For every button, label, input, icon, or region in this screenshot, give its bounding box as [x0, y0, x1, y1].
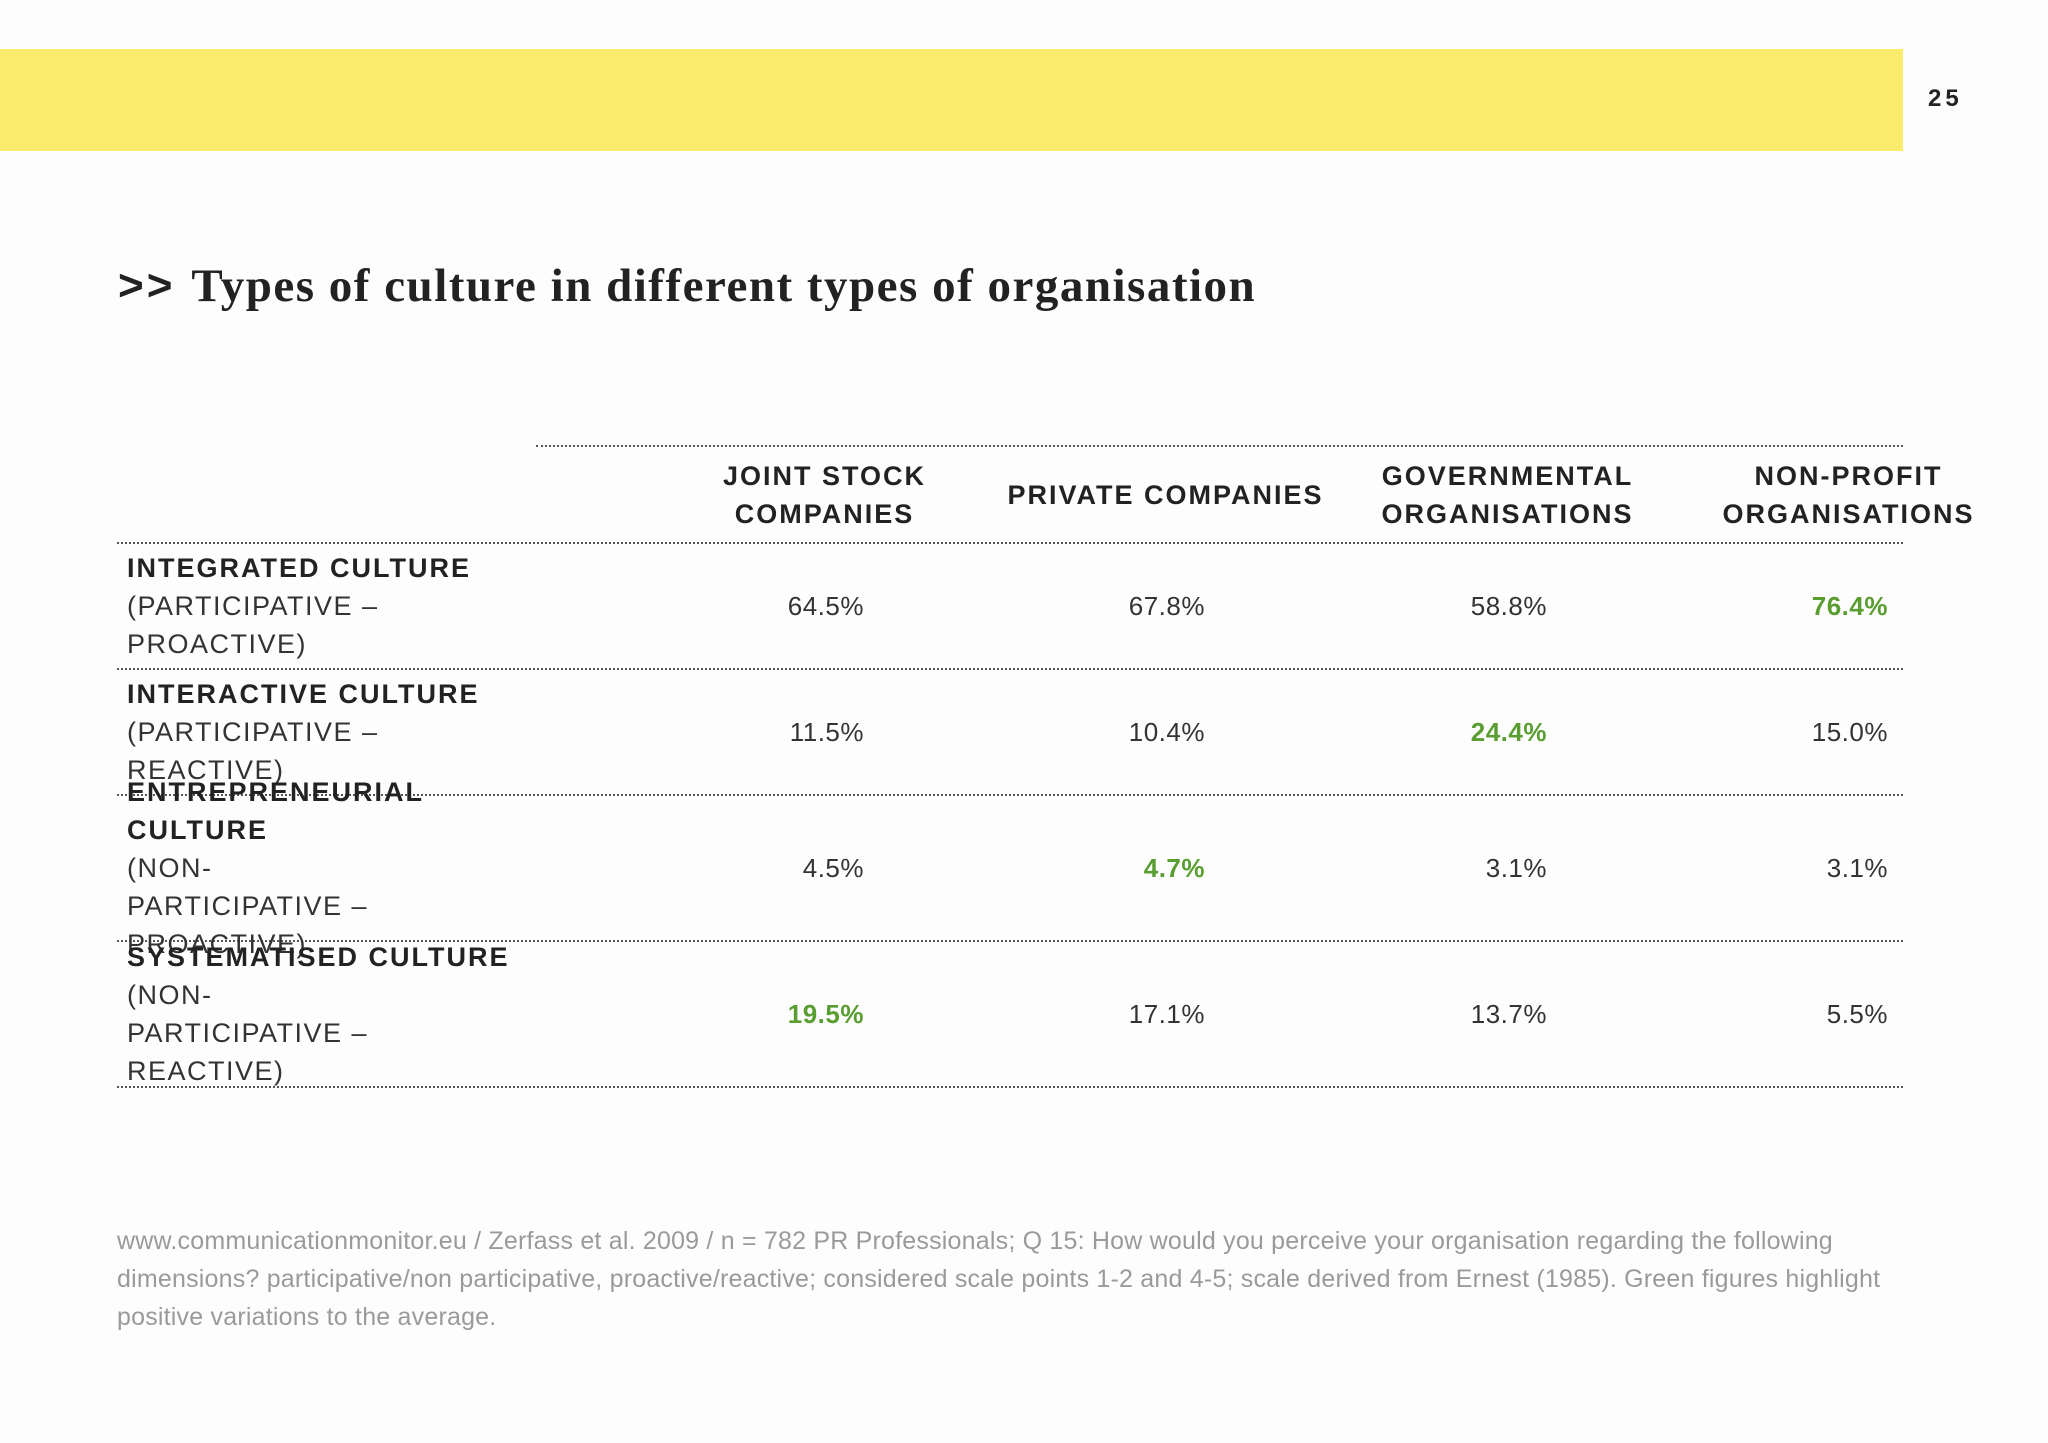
- source-footnote: www.communicationmonitor.eu / Zerfass et…: [117, 1227, 1881, 1331]
- title-marker: >>: [118, 261, 176, 310]
- column-header-line: COMPANIES: [734, 498, 915, 529]
- row-label: ENTREPRENEURIAL CULTURE (NON-PARTICIPATIV…: [127, 777, 527, 959]
- table-row: ENTREPRENEURIAL CULTURE (NON-PARTICIPATIV…: [117, 777, 1903, 959]
- table-cell: 4.7%: [1143, 852, 1205, 883]
- column-header-governmental: GOVERNMENTAL ORGANISATIONS: [1279, 447, 1736, 542]
- table-cell: 17.1%: [1128, 998, 1205, 1029]
- table-cell: 15.0%: [1811, 716, 1888, 747]
- column-header-line: ORGANISATIONS: [1381, 498, 1634, 529]
- row-label: INTERACTIVE CULTURE (PARTICIPATIVE – REAC…: [127, 670, 527, 794]
- table-cell: 19.5%: [787, 998, 864, 1029]
- column-header-line: ORGANISATIONS: [1722, 498, 1975, 529]
- table-cell: 67.8%: [1128, 590, 1205, 621]
- table-cell: 64.5%: [787, 590, 864, 621]
- table-cell: 10.4%: [1128, 716, 1205, 747]
- table-cell: 11.5%: [789, 716, 864, 747]
- table-cell: 58.8%: [1470, 590, 1547, 621]
- column-header-line: GOVERNMENTAL: [1381, 460, 1634, 491]
- table-cell: 76.4%: [1811, 590, 1888, 621]
- row-label-subtitle: (NON-PARTICIPATIVE – REACTIVE): [127, 980, 369, 1086]
- row-label-subtitle: (NON-PARTICIPATIVE – PROACTIVE): [127, 853, 369, 959]
- table-cell: 5.5%: [1826, 998, 1888, 1029]
- table-header-row: JOINT STOCK COMPANIES PRIVATE COMPANIES …: [117, 447, 1972, 544]
- table-cell: 3.1%: [1485, 852, 1547, 883]
- table-top-rule: [536, 445, 1903, 447]
- table-cell: 13.7%: [1470, 998, 1547, 1029]
- page-title: >> Types of culture in different types o…: [118, 256, 1256, 316]
- table-row: INTEGRATED CULTURE (PARTICIPATIVE – PROAC…: [117, 544, 1903, 670]
- row-label-subtitle: (PARTICIPATIVE – PROACTIVE): [127, 591, 379, 659]
- column-header-private: PRIVATE COMPANIES: [937, 447, 1394, 542]
- row-label-title: INTERACTIVE CULTURE: [127, 679, 480, 709]
- row-label-title: INTEGRATED CULTURE: [127, 553, 471, 583]
- column-header-joint-stock: JOINT STOCK COMPANIES: [596, 447, 1053, 542]
- header-accent-band: [0, 49, 1903, 151]
- page-number: 25: [1928, 85, 1963, 112]
- table-row: INTERACTIVE CULTURE (PARTICIPATIVE – REAC…: [117, 670, 1903, 796]
- row-label-title: SYSTEMATISED CULTURE: [127, 942, 510, 972]
- table-cell: 3.1%: [1826, 852, 1888, 883]
- row-label-subtitle: (PARTICIPATIVE – REACTIVE): [127, 717, 379, 785]
- row-label-title: ENTREPRENEURIAL CULTURE: [127, 777, 424, 845]
- column-header-line: NON-PROFIT: [1754, 460, 1943, 491]
- table-row: SYSTEMATISED CULTURE (NON-PARTICIPATIVE –…: [117, 942, 1903, 1088]
- table-cell: 4.5%: [802, 852, 864, 883]
- column-header-non-profit: NON-PROFIT ORGANISATIONS: [1620, 447, 2048, 542]
- row-label: INTEGRATED CULTURE (PARTICIPATIVE – PROAC…: [127, 544, 527, 668]
- column-header-line: JOINT STOCK: [722, 460, 927, 491]
- row-label: SYSTEMATISED CULTURE (NON-PARTICIPATIVE –…: [127, 942, 527, 1086]
- table-cell: 24.4%: [1470, 716, 1547, 747]
- title-text: Types of culture in different types of o…: [191, 260, 1257, 312]
- column-header-line: PRIVATE COMPANIES: [1007, 479, 1324, 510]
